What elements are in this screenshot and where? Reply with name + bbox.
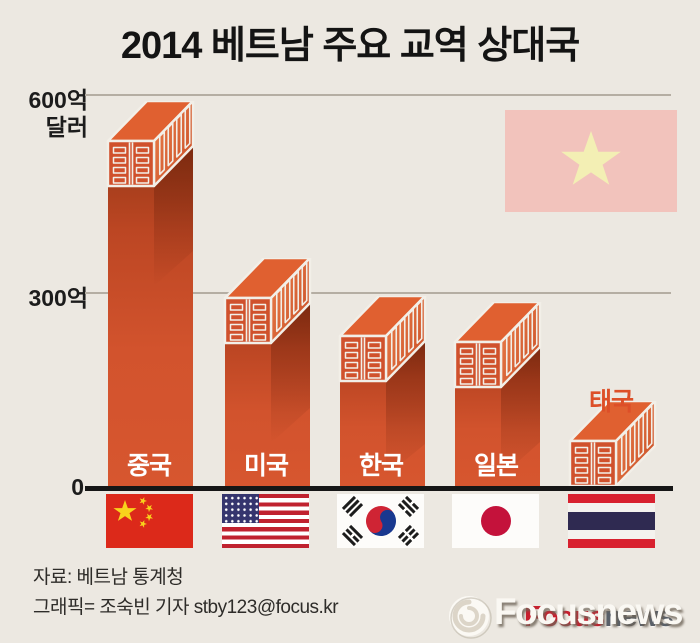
vietnam-star-icon [561, 131, 621, 185]
bar-china [106, 101, 195, 486]
trigram-gam [397, 495, 420, 518]
focusnews-logo-back-text: Focusnews [524, 601, 674, 633]
thailand-flag [568, 494, 655, 548]
bar-korea [338, 296, 427, 486]
focusnews-logo-front-text: Focusnews [494, 591, 684, 632]
vietnam-flag [505, 110, 677, 212]
china-flag: ★ ★ ★ ★ [106, 494, 193, 548]
container-icon-japan [453, 302, 542, 389]
container-icon-usa [223, 258, 312, 345]
bar-usa [223, 258, 312, 486]
focusnews-logo: Focusnews Focusnews [446, 589, 698, 641]
bar-label-china: 중국 [126, 452, 172, 480]
usa-canton [222, 494, 259, 523]
japan-flag [452, 494, 539, 548]
x-axis-baseline [85, 486, 673, 491]
container-icon-korea [338, 296, 427, 383]
y-axis-unit-label: 달러 [45, 114, 88, 140]
y-axis-label-300: 300억 [28, 285, 88, 311]
bar-thailand [568, 401, 657, 487]
y-axis-label-0: 0 [71, 474, 84, 500]
china-star-icon [113, 500, 137, 521]
bar-japan [453, 302, 542, 486]
usa-flag [222, 494, 309, 548]
bar-label-thailand: 태국 [588, 388, 634, 416]
gridline-300 [85, 292, 671, 294]
bar-label-japan: 일본 [473, 452, 519, 480]
trigram-yi [341, 524, 364, 547]
credit-text: 그래픽= 조숙빈 기자 stby123@focus.kr [33, 597, 339, 618]
y-axis-label-600: 600억 [28, 87, 88, 113]
gridline-600 [85, 94, 671, 96]
container-icon-china [106, 101, 195, 188]
bar-label-korea: 한국 [358, 452, 404, 480]
focusnews-swirl-icon [449, 596, 492, 639]
bar-label-usa: 미국 [243, 452, 289, 480]
source-text: 자료: 베트남 통계청 [33, 567, 184, 588]
container-icon-thailand [568, 401, 657, 487]
page-title: 2014 베트남 주요 교역 상대국 [120, 25, 580, 67]
trigram-geon [341, 495, 364, 518]
south-korea-flag [337, 494, 424, 548]
japan-sun-icon [480, 506, 511, 536]
trigram-gon [397, 524, 420, 547]
taegeuk-icon [359, 500, 402, 542]
